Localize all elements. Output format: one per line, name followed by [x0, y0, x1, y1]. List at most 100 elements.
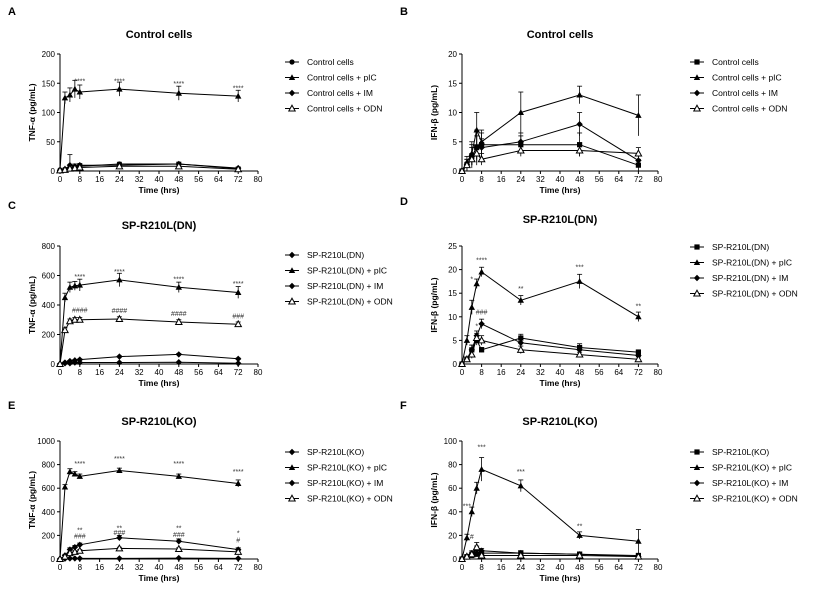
series-line: [461, 271, 639, 365]
data-point: [60, 325, 69, 334]
x-tick-label: 16: [497, 175, 506, 184]
data-point: [457, 359, 467, 367]
significance-mark: *: [237, 530, 240, 537]
y-tick-label: 400: [42, 508, 56, 517]
legend-marker: [693, 89, 701, 97]
y-tick-label: 1000: [37, 437, 55, 446]
data-point: [235, 480, 242, 486]
data-point: [478, 268, 485, 275]
series-2: [56, 467, 242, 562]
data-point: [576, 278, 583, 284]
legend-marker: [288, 282, 296, 290]
x-tick-label: 0: [460, 563, 465, 572]
y-tick-label: 600: [42, 484, 56, 493]
legend: SP-R210L(KO) SP-R210L(KO) + pIC SP-R210L(K…: [690, 447, 798, 504]
x-tick-label: 64: [614, 563, 623, 572]
significance-mark: ****: [173, 461, 184, 468]
data-point: [474, 551, 480, 557]
data-point: [71, 282, 79, 289]
legend-marker: [694, 449, 700, 455]
y-tick-label: 0: [453, 555, 458, 564]
y-tick-label: 25: [448, 242, 457, 251]
data-point: [61, 359, 69, 366]
data-point: [468, 304, 475, 310]
series-2: [56, 79, 242, 173]
data-point: [467, 350, 476, 358]
panel-B: B Control cells 0 8 16 24 32 40 48 56 64 72 80 0 5 10 15…: [400, 6, 787, 195]
series-3: [56, 351, 242, 368]
x-tick-label: 72: [634, 175, 643, 184]
data-point: [235, 355, 242, 363]
y-tick-label: 200: [42, 331, 56, 340]
x-tick-label: 8: [78, 368, 83, 377]
x-tick-label: 80: [254, 175, 263, 184]
y-tick-label: 200: [42, 50, 56, 59]
data-point: [516, 345, 525, 353]
significance-mark: ****: [74, 78, 85, 85]
data-point: [575, 551, 584, 559]
significance-mark: ****: [114, 78, 125, 85]
data-point: [472, 149, 481, 157]
x-tick-label: 56: [595, 175, 604, 184]
significance-mark: ****: [173, 276, 184, 283]
x-tick-label: 32: [536, 368, 545, 377]
significance-mark: ###: [173, 532, 185, 539]
legend-entry: Control cells: [712, 57, 759, 67]
x-tick-label: 48: [575, 175, 584, 184]
legend: SP-R210L(DN) SP-R210L(DN) + pIC SP-R210L(D…: [690, 242, 798, 299]
x-tick-label: 32: [536, 175, 545, 184]
significance-mark: **: [518, 286, 524, 293]
data-point: [174, 161, 183, 170]
data-point: [468, 508, 475, 515]
y-tick-label: 800: [42, 242, 56, 251]
series-4: [457, 332, 643, 367]
legend-entry: SP-R210L(DN) + ODN: [712, 289, 798, 299]
data-point: [517, 482, 524, 489]
series-line: [461, 323, 639, 365]
x-tick-label: 8: [479, 175, 484, 184]
series-3: [458, 112, 642, 175]
y-tick-label: 100: [42, 109, 56, 118]
data-point: [634, 354, 643, 363]
data-point: [175, 351, 182, 358]
legend: Control cells Control cells + pIC Control …: [285, 57, 382, 114]
y-tick-label: 0: [51, 167, 56, 176]
panel-D: D SP-R210L(DN) 0 8 16 24 32 40 48 56 64 72 80 0 5 10 15 2…: [400, 196, 798, 388]
y-tick-label: 20: [448, 50, 457, 59]
data-point: [115, 161, 124, 170]
x-tick-label: 8: [479, 368, 484, 377]
series-1: [56, 554, 242, 563]
series-1: [56, 359, 242, 368]
x-tick-label: 56: [194, 563, 203, 572]
legend: SP-R210L(DN) SP-R210L(DN) + pIC SP-R210L(D…: [285, 250, 393, 307]
x-tick-label: 24: [516, 563, 525, 572]
x-axis-label: Time (hrs): [540, 378, 581, 388]
data-point: [234, 164, 243, 173]
data-point: [65, 164, 74, 172]
data-point: [76, 88, 83, 95]
x-tick-label: 80: [254, 368, 263, 377]
data-point: [635, 112, 642, 118]
x-tick-label: 56: [595, 563, 604, 572]
data-point: [479, 347, 485, 353]
series-4: [55, 544, 243, 562]
y-tick-label: 200: [42, 531, 56, 540]
data-point: [463, 337, 471, 343]
significance-mark: #: [236, 537, 240, 544]
significance-mark: ****: [114, 456, 125, 463]
data-point: [175, 284, 182, 290]
legend-entry: SP-R210L(KO): [712, 447, 769, 457]
data-point: [116, 555, 123, 562]
data-point: [635, 538, 642, 544]
legend-marker: [692, 104, 702, 112]
y-axis-label: IFN-β (pg/mL): [429, 277, 439, 332]
y-axis-label: IFN-β (pg/mL): [429, 472, 439, 527]
x-axis-label: Time (hrs): [139, 185, 180, 195]
x-tick-label: 64: [614, 175, 623, 184]
legend-entry: SP-R210L(KO) + IM: [712, 478, 788, 488]
significance-mark: ****: [74, 461, 85, 468]
significance-mark: #: [470, 534, 474, 541]
x-tick-label: 24: [115, 368, 124, 377]
panel-letter: A: [8, 6, 16, 18]
data-point: [518, 335, 524, 341]
